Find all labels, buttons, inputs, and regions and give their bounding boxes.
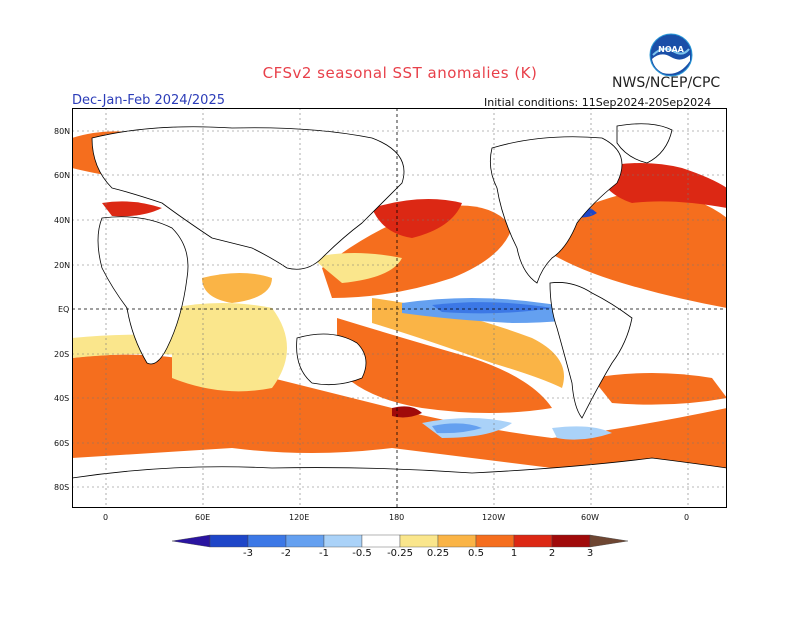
north-atlantic-warm [542, 188, 727, 308]
colorbar-tick-label: -1 [319, 548, 329, 559]
graticule [72, 108, 727, 508]
lat-label: 40S [54, 394, 70, 403]
colorbar-segment [513, 534, 553, 548]
southern-hot-patch [392, 406, 422, 418]
lat-label: 40N [54, 216, 71, 225]
south-america [549, 282, 633, 419]
season-label: Dec-Jan-Feb 2024/2025 [72, 93, 225, 108]
southern-cold-east [552, 426, 612, 440]
svg-text:NOAA: NOAA [658, 45, 684, 54]
map-frame [72, 108, 727, 508]
colorbar-segment [209, 534, 249, 548]
lon-label: 60W [581, 513, 600, 522]
colorbar-tick-label: -0.5 [352, 548, 372, 559]
sst-anomaly-map [72, 108, 727, 508]
north-pacific-core [372, 199, 462, 238]
antarctica [72, 457, 727, 508]
south-pacific-warm [337, 318, 552, 413]
lon-label: 180 [389, 513, 405, 522]
lat-label: 60S [54, 439, 70, 448]
greenland [616, 123, 673, 164]
colorbar-segment [437, 534, 477, 548]
kuroshio-yellow [312, 253, 402, 283]
colorbar-tick-label: 3 [586, 548, 594, 559]
colorbar-segment [247, 534, 287, 548]
continents [72, 123, 727, 508]
lat-label: 80S [54, 483, 70, 492]
lon-label: 60E [195, 513, 211, 522]
lat-label: 80N [54, 127, 71, 136]
colorbar [172, 534, 628, 548]
australia [296, 333, 367, 386]
lon-label: 0 [684, 513, 690, 522]
africa [97, 216, 189, 365]
north-atlantic-hot [597, 163, 727, 208]
colorbar-segment [399, 534, 439, 548]
colorbar-extend-high [589, 534, 628, 548]
indian-ocean-yellow [172, 303, 287, 392]
initial-conditions-label: Initial conditions: 11Sep2024-20Sep2024 [484, 96, 712, 109]
colorbar-tick-label: -2 [281, 548, 291, 559]
colorbar-segment [475, 534, 515, 548]
colorbar-segment [323, 534, 363, 548]
colorbar-extend-low [172, 534, 211, 548]
colorbar-segment [361, 534, 401, 548]
indian-ocean-warm [202, 273, 272, 303]
reference-lines [72, 108, 727, 508]
lon-label: 120E [289, 513, 310, 522]
lon-label: 120W [482, 513, 506, 522]
agency-label: NWS/NCEP/CPC [612, 75, 721, 91]
south-atlantic-warm [592, 373, 727, 405]
colorbar-tick-label: 1 [510, 548, 518, 559]
colorbar-tick-label: 0.25 [426, 548, 450, 559]
lat-label: 60N [54, 171, 71, 180]
colorbar-segment [285, 534, 325, 548]
anomaly-fields [72, 131, 727, 471]
lat-label: EQ [58, 305, 70, 314]
colorbar-segment [551, 534, 591, 548]
colorbar-tick-label: -3 [243, 548, 253, 559]
lat-label: 20N [54, 261, 71, 270]
colorbar-tick-label: 2 [548, 548, 556, 559]
eurasia [91, 126, 405, 270]
south-pacific-yellow [372, 298, 564, 388]
chart-title: CFSv2 seasonal SST anomalies (K) [262, 64, 538, 82]
noaa-logo-icon: NOAA [649, 33, 693, 77]
mediterranean-warm [102, 201, 162, 217]
southern-cold-core [432, 423, 482, 434]
colorbar-tick-label: -0.25 [387, 548, 413, 559]
colorbar-tick-label: 0.5 [468, 548, 484, 559]
north-america [489, 136, 623, 284]
lat-label: 20S [54, 350, 70, 359]
lon-label: 0 [103, 513, 109, 522]
equatorial-cold-core [432, 302, 552, 314]
